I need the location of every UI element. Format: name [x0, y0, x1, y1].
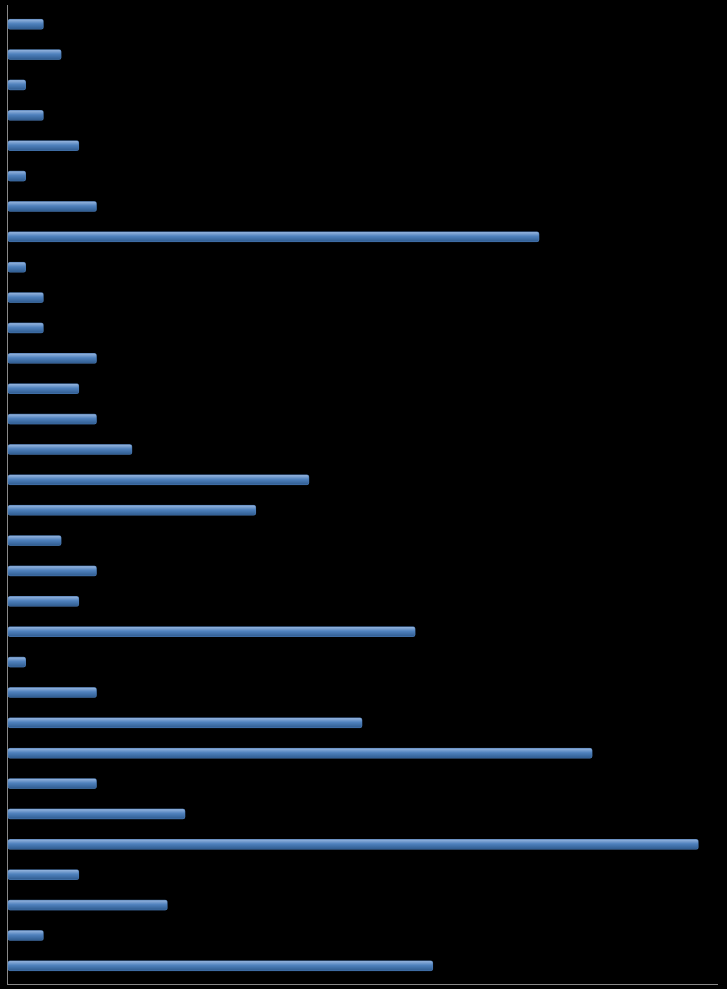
bar	[7, 444, 133, 455]
bar	[7, 140, 80, 151]
bar	[7, 49, 62, 60]
bar	[7, 413, 97, 425]
bar	[7, 110, 44, 121]
bar	[7, 717, 363, 729]
bar	[7, 383, 80, 394]
bar	[7, 322, 44, 334]
bar	[7, 656, 26, 668]
bar	[7, 565, 97, 577]
bar	[7, 960, 434, 972]
bar	[7, 687, 97, 698]
bar	[7, 231, 540, 243]
bar	[7, 808, 186, 820]
bar	[7, 930, 44, 941]
bar	[7, 170, 26, 182]
bar	[7, 353, 97, 364]
bar	[7, 201, 97, 212]
bar	[7, 18, 44, 30]
bar	[7, 626, 416, 637]
bar	[7, 292, 44, 303]
bar	[7, 596, 80, 607]
bar	[7, 261, 26, 273]
bar	[7, 504, 257, 516]
bar	[7, 869, 80, 880]
bar	[7, 747, 593, 759]
bar	[7, 474, 310, 486]
bar	[7, 778, 97, 789]
bar	[7, 535, 62, 546]
bar	[7, 839, 699, 850]
bar	[7, 79, 26, 91]
bar	[7, 899, 168, 911]
